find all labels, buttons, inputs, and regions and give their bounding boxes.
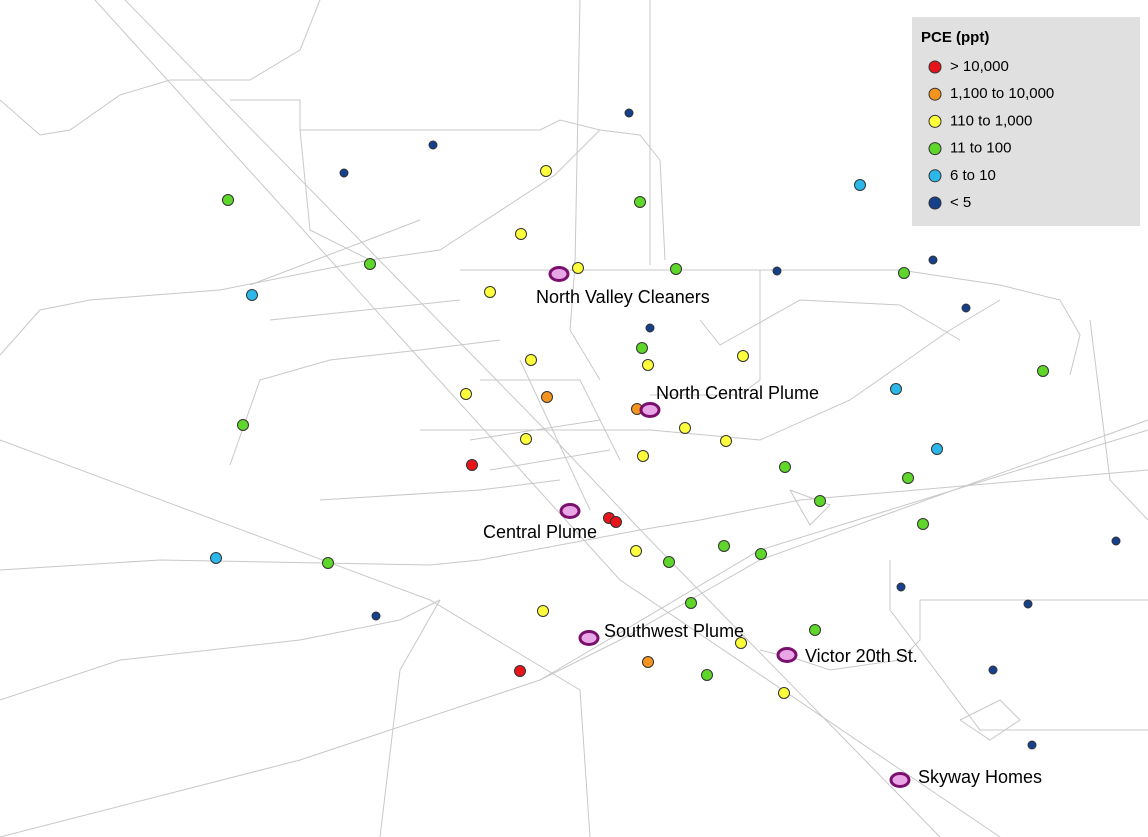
legend-label: 110 to 1,000: [950, 112, 1032, 129]
sample-point: [1037, 365, 1049, 377]
sample-point: [778, 687, 790, 699]
legend-label: 1,100 to 10,000: [950, 85, 1054, 102]
site-marker: [548, 266, 570, 282]
sample-point: [339, 168, 349, 178]
sample-point: [755, 548, 767, 560]
sample-point: [514, 665, 526, 677]
sample-point: [701, 669, 713, 681]
legend-title: PCE (ppt): [921, 29, 989, 46]
site-label: Central Plume: [483, 522, 597, 542]
legend-label: > 10,000: [950, 58, 1009, 75]
sample-point: [541, 391, 553, 403]
site-label: Skyway Homes: [918, 767, 1042, 787]
sample-point: [364, 258, 376, 270]
sample-point: [515, 228, 527, 240]
sample-point: [610, 516, 622, 528]
sample-point: [679, 422, 691, 434]
sites: North Valley Cleaners North Central Plume…: [483, 266, 1042, 788]
sample-point: [630, 545, 642, 557]
sample-point: [460, 388, 472, 400]
legend-box: [912, 17, 1140, 226]
sample-point: [642, 359, 654, 371]
legend-swatch: [928, 169, 942, 183]
sample-point: [540, 165, 552, 177]
sample-point: [896, 582, 906, 592]
sample-point: [537, 605, 549, 617]
sample-point: [222, 194, 234, 206]
sample-point: [854, 179, 866, 191]
legend-swatch: [928, 142, 942, 156]
sample-point: [772, 266, 782, 276]
sample-point: [720, 435, 732, 447]
sample-point: [890, 383, 902, 395]
sample-point: [322, 557, 334, 569]
site-marker: [559, 503, 581, 519]
sample-point: [988, 665, 998, 675]
sample-point: [636, 342, 648, 354]
site-label: North Central Plume: [656, 383, 819, 403]
legend: PCE (ppt) > 10,000 1,100 to 10,000 110 to …: [912, 17, 1140, 226]
sample-point: [1027, 740, 1037, 750]
legend-swatch: [928, 87, 942, 101]
sample-point: [246, 289, 258, 301]
sample-point: [371, 611, 381, 621]
site-label: Southwest Plume: [604, 621, 744, 641]
sample-point: [484, 286, 496, 298]
legend-label: 6 to 10: [950, 167, 996, 184]
sample-point: [645, 323, 655, 333]
site-marker: [889, 772, 911, 788]
site-marker: [578, 630, 600, 646]
site-label: North Valley Cleaners: [536, 287, 710, 307]
sample-point: [634, 196, 646, 208]
sample-point: [210, 552, 222, 564]
sample-point: [779, 461, 791, 473]
sample-point: [902, 472, 914, 484]
sample-point: [624, 108, 634, 118]
site-marker: [776, 647, 798, 663]
sample-point: [931, 443, 943, 455]
sample-points: [210, 108, 1121, 750]
sample-point: [525, 354, 537, 366]
sample-point: [961, 303, 971, 313]
sample-point: [637, 450, 649, 462]
sample-point: [572, 262, 584, 274]
legend-label: < 5: [950, 194, 971, 211]
sample-point: [814, 495, 826, 507]
sample-point: [663, 556, 675, 568]
legend-label: 11 to 100: [950, 140, 1011, 157]
sample-point: [428, 140, 438, 150]
site-label: Victor 20th St.: [805, 646, 918, 666]
sample-point: [809, 624, 821, 636]
legend-swatch: [928, 196, 942, 210]
sample-point: [735, 637, 747, 649]
site-marker: [639, 402, 661, 418]
sample-point: [237, 419, 249, 431]
sample-point: [718, 540, 730, 552]
sample-point: [685, 597, 697, 609]
sample-point: [928, 255, 938, 265]
sample-point: [670, 263, 682, 275]
sample-point: [642, 656, 654, 668]
sample-point: [1111, 536, 1121, 546]
sample-point: [737, 350, 749, 362]
legend-swatch: [928, 114, 942, 128]
sample-point: [917, 518, 929, 530]
sample-point: [898, 267, 910, 279]
legend-swatch: [928, 60, 942, 74]
sample-point: [520, 433, 532, 445]
sample-point: [1023, 599, 1033, 609]
sample-point: [466, 459, 478, 471]
